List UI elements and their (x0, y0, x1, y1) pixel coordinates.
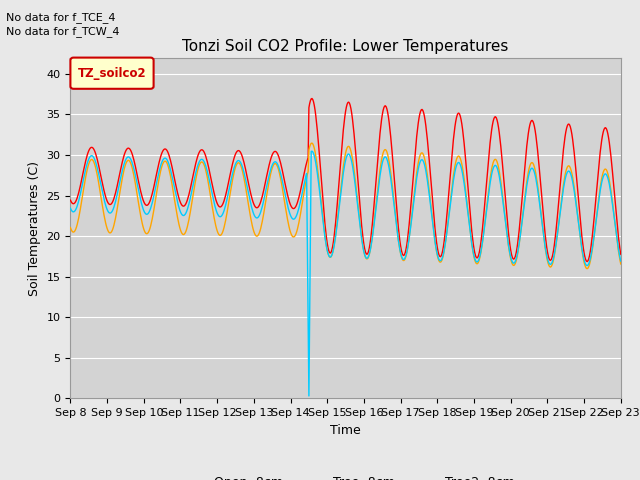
Legend: Open -8cm, Tree -8cm, Tree2 -8cm: Open -8cm, Tree -8cm, Tree2 -8cm (172, 471, 520, 480)
Text: TZ_soilco2: TZ_soilco2 (77, 67, 147, 80)
Text: No data for f_TCW_4: No data for f_TCW_4 (6, 26, 120, 37)
Y-axis label: Soil Temperatures (C): Soil Temperatures (C) (28, 160, 41, 296)
Title: Tonzi Soil CO2 Profile: Lower Temperatures: Tonzi Soil CO2 Profile: Lower Temperatur… (182, 39, 509, 54)
Text: No data for f_TCE_4: No data for f_TCE_4 (6, 12, 116, 23)
X-axis label: Time: Time (330, 424, 361, 437)
